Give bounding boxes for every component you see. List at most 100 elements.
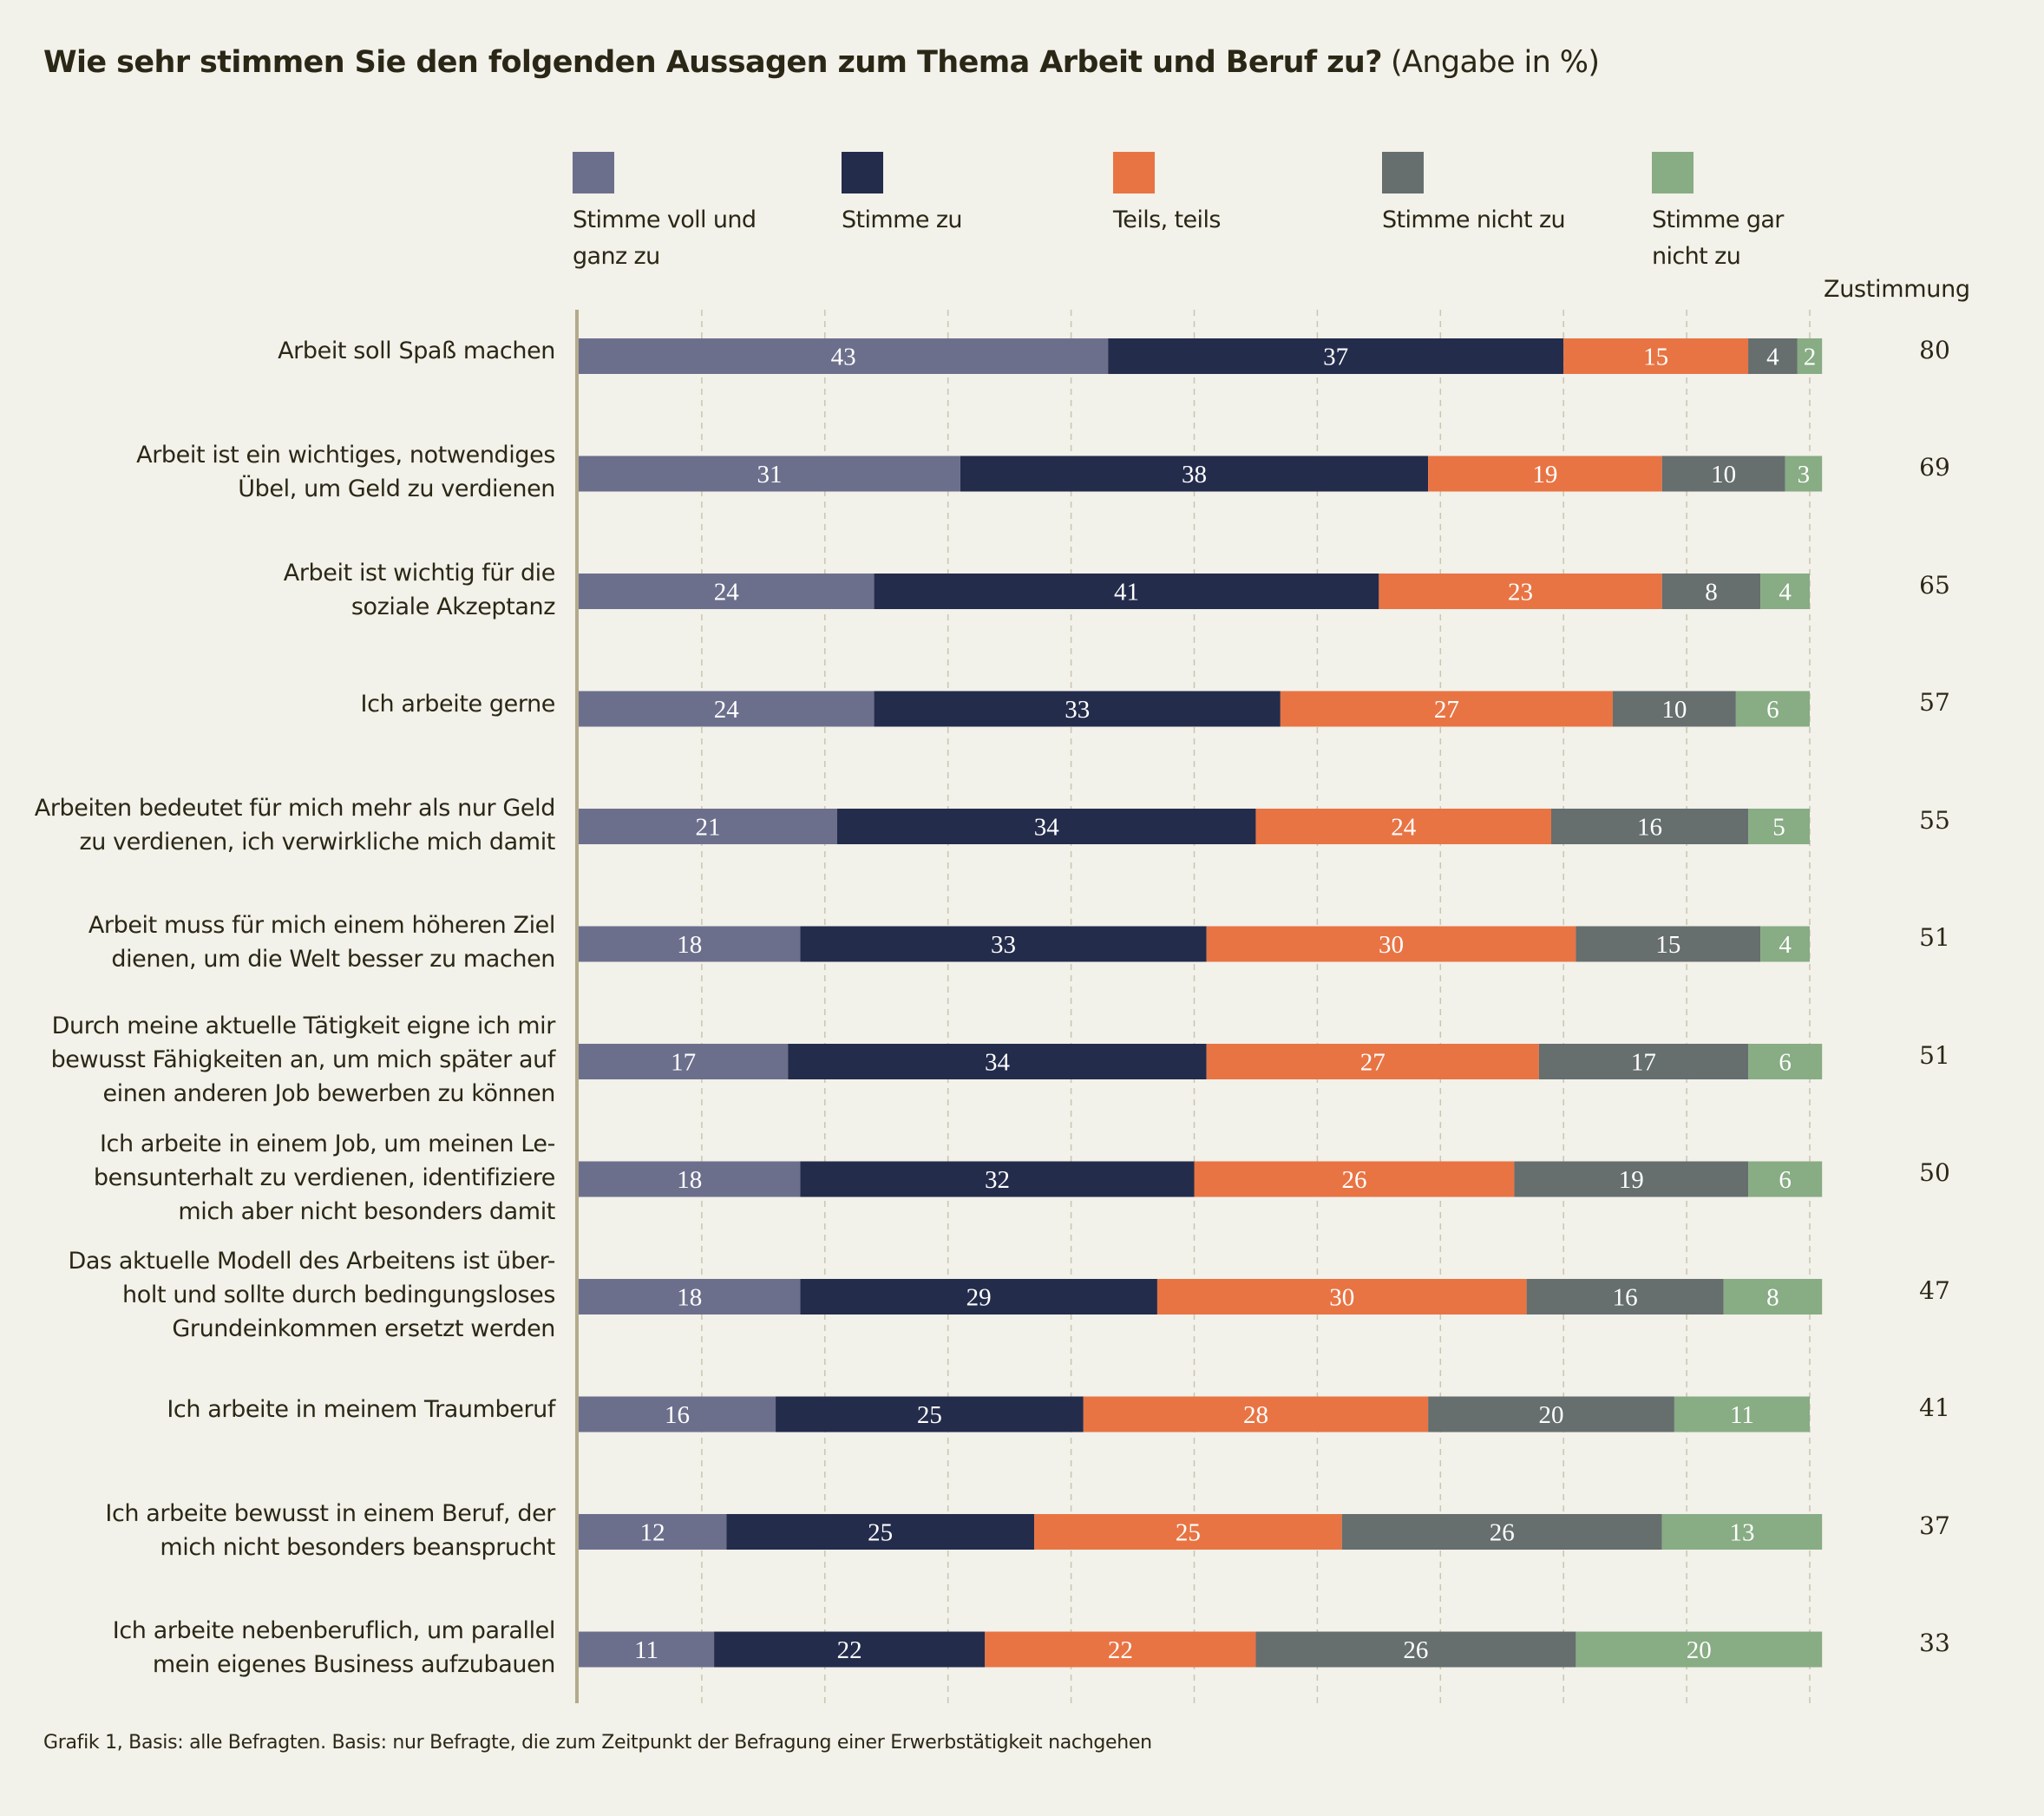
bar-segment: [579, 809, 837, 844]
bar-value-label: 11: [1730, 1401, 1754, 1429]
bar-value-label: 15: [1643, 344, 1668, 371]
category-label: Das aktuelle Modell des Arbeitens ist üb…: [68, 1248, 555, 1342]
legend-label: Stimme nicht zu: [1382, 207, 1566, 233]
bar-segment: [579, 1396, 776, 1432]
bar-segment: [1576, 926, 1761, 962]
category-label: Ich arbeite nebenberuflich, um parallel m…: [112, 1617, 556, 1678]
bar-segment: [1206, 1044, 1539, 1079]
bar-value-label: 2: [1804, 344, 1817, 371]
bar-value-label: 6: [1779, 1049, 1792, 1077]
chart-title: Wie sehr stimmen Sie den folgenden Aussa…: [43, 45, 1600, 80]
category-label: Arbeiten bedeutet für mich mehr als nur …: [34, 794, 556, 856]
zustimmung-header: Zustimmung: [1824, 276, 1970, 303]
bar-segment: [1735, 691, 1810, 727]
bar-value-label: 29: [966, 1284, 992, 1312]
zustimmung-value: 51: [1919, 1040, 1950, 1070]
bar-segment: [776, 1396, 1084, 1432]
bar-value-label: 20: [1687, 1636, 1712, 1664]
bar-value-label: 32: [985, 1166, 1010, 1194]
bar-value-label: 4: [1779, 931, 1792, 959]
bar-segment: [874, 691, 1281, 727]
bar-value-label: 27: [1434, 696, 1459, 724]
category-label: Ich arbeite gerne: [360, 690, 556, 718]
bar-value-label: 16: [665, 1401, 690, 1429]
category-label: Ich arbeite bewusst in einem Beruf, der m…: [105, 1499, 555, 1561]
bar-value-label: 18: [677, 1166, 702, 1194]
bar-value-label: 24: [714, 579, 740, 606]
bar-segment: [1428, 456, 1662, 492]
bar-segment: [714, 1631, 986, 1668]
bar-segment: [1748, 1161, 1823, 1197]
bar-value-label: 22: [1108, 1636, 1133, 1664]
legend-label: Stimme zu: [842, 207, 963, 233]
bar-value-label: 18: [677, 931, 702, 959]
bar-segment: [1379, 574, 1662, 609]
bar-segment: [579, 338, 1109, 374]
bar-value-label: 11: [634, 1636, 658, 1664]
bar-segment: [1661, 456, 1785, 492]
bar-value-label: 31: [757, 461, 782, 488]
bar-value-label: 25: [917, 1401, 942, 1429]
bar-value-label: 16: [1637, 814, 1662, 842]
bar-value-label: 20: [1539, 1401, 1564, 1429]
bar-segment: [579, 1631, 715, 1668]
category-label: Arbeit ist ein wichtiges, notwendiges Übe…: [136, 442, 555, 502]
bar-segment: [1551, 809, 1749, 844]
zustimmung-value: 50: [1919, 1158, 1950, 1187]
bar-value-label: 25: [1176, 1519, 1201, 1547]
footnote: Grafik 1, Basis: alle Befragten. Basis: …: [43, 1732, 1152, 1754]
bar-value-label: 12: [640, 1519, 665, 1547]
bar-segment: [874, 574, 1379, 609]
bar-segment: [1514, 1161, 1749, 1197]
category-label: Ich arbeite in einem Job, um meinen Le-b…: [93, 1130, 556, 1225]
bar-segment: [800, 1161, 1195, 1197]
bar-value-label: 23: [1508, 579, 1533, 606]
bar-segment: [800, 1279, 1157, 1314]
bar-segment: [579, 574, 875, 609]
bar-value-label: 26: [1490, 1519, 1515, 1547]
bar-segment: [1280, 691, 1613, 727]
bar-segment: [1797, 338, 1823, 374]
bar-value-label: 13: [1729, 1519, 1754, 1547]
bar-segment: [1748, 338, 1798, 374]
bar-segment: [1156, 1279, 1527, 1314]
bar-segment: [1563, 338, 1749, 374]
legend-item: Stimme nicht zu: [1382, 152, 1590, 239]
category-label: Arbeit muss für mich einem höheren Ziel d…: [88, 912, 556, 973]
legend-label: Stimme voll und ganz zu: [573, 207, 757, 270]
bar-segment: [1661, 1514, 1823, 1550]
legend-item: Stimme voll und ganz zu: [573, 152, 781, 275]
bar-segment: [960, 456, 1429, 492]
bar-segment: [1428, 1396, 1674, 1432]
bar-value-label: 24: [1391, 814, 1417, 842]
category-label: Arbeit soll Spaß machen: [278, 338, 555, 364]
zustimmung-value: 47: [1919, 1275, 1950, 1305]
bar-value-label: 33: [1065, 696, 1090, 724]
bar-segment: [1538, 1044, 1749, 1079]
legend-label: Stimme gar nicht zu: [1652, 207, 1784, 270]
bar-segment: [579, 691, 875, 727]
legend-swatch: [1113, 152, 1155, 193]
bar-segment: [1760, 926, 1810, 962]
legend-swatch: [842, 152, 883, 193]
bar-value-label: 4: [1766, 344, 1779, 371]
bar-value-label: 16: [1613, 1284, 1638, 1312]
bar-value-label: 4: [1779, 579, 1792, 606]
bar-segment: [836, 809, 1256, 844]
bar-value-label: 19: [1532, 461, 1557, 488]
zustimmung-value: 37: [1919, 1511, 1950, 1540]
bar-segment: [985, 1631, 1256, 1668]
bar-value-label: 17: [671, 1049, 696, 1077]
chart-title-unit: (Angabe in %): [1390, 45, 1600, 80]
legend-swatch: [1382, 152, 1424, 193]
bar-value-label: 15: [1655, 931, 1680, 959]
bar-value-label: 17: [1631, 1049, 1656, 1077]
bar-segment: [1255, 809, 1552, 844]
bar-value-label: 37: [1323, 344, 1348, 371]
bar-segment: [800, 926, 1207, 962]
bar-segment: [579, 1161, 801, 1197]
bar-segment: [1341, 1514, 1662, 1550]
category-label: Arbeit ist wichtig für die soziale Akzept…: [283, 559, 556, 620]
bar-segment: [1034, 1514, 1342, 1550]
